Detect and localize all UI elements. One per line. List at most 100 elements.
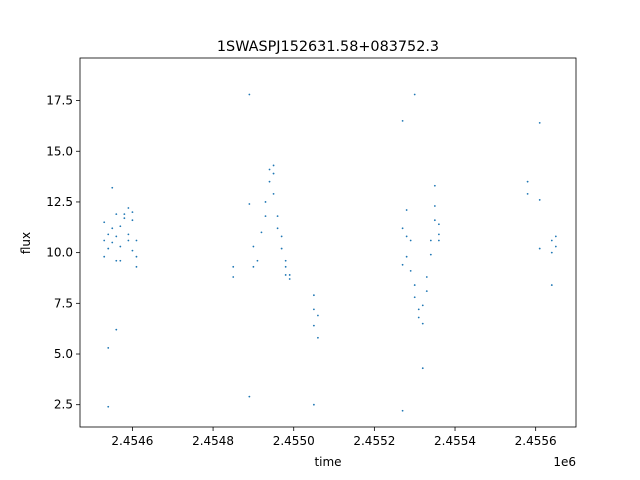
data-point-46 [280, 235, 283, 238]
data-point-44 [276, 215, 279, 218]
data-point-89 [538, 247, 541, 250]
data-point-10 [115, 235, 118, 238]
data-point-22 [131, 219, 134, 222]
data-point-50 [284, 274, 287, 276]
data-point-94 [554, 235, 557, 238]
data-point-91 [550, 239, 553, 242]
data-point-12 [115, 259, 118, 262]
data-point-17 [123, 217, 126, 220]
data-point-45 [276, 227, 279, 230]
data-point-60 [401, 227, 404, 230]
data-point-1 [103, 221, 106, 224]
data-point-95 [554, 245, 557, 248]
x-axis-label: time [314, 455, 341, 469]
y-tick-label: 17.5 [46, 94, 73, 108]
data-point-3 [107, 233, 110, 236]
data-point-72 [417, 316, 420, 319]
data-point-5 [107, 347, 110, 349]
data-point-29 [232, 276, 235, 278]
data-point-39 [268, 180, 271, 183]
data-point-69 [413, 296, 416, 299]
data-point-58 [317, 336, 319, 339]
data-point-70 [413, 93, 416, 96]
data-point-42 [272, 172, 275, 175]
data-point-23 [131, 211, 134, 213]
data-point-86 [526, 180, 529, 183]
data-point-54 [312, 308, 315, 311]
data-point-40 [268, 168, 271, 171]
x-tick-label: 2.4546 [111, 434, 153, 448]
data-point-92 [550, 251, 553, 254]
data-point-37 [264, 201, 267, 203]
data-point-81 [433, 205, 436, 207]
data-point-62 [401, 409, 404, 412]
data-point-34 [252, 245, 255, 248]
data-point-63 [405, 209, 408, 211]
data-point-9 [111, 186, 114, 189]
data-point-52 [288, 274, 291, 276]
data-point-79 [429, 239, 432, 242]
data-point-36 [260, 231, 263, 234]
y-tick-label: 2.5 [54, 398, 73, 412]
data-point-41 [272, 164, 275, 167]
data-point-7 [111, 227, 114, 230]
data-point-18 [123, 213, 126, 216]
data-point-2 [103, 255, 106, 258]
data-point-4 [107, 247, 110, 250]
data-point-64 [405, 235, 408, 238]
data-point-31 [248, 93, 251, 96]
data-point-57 [317, 314, 319, 317]
data-point-25 [135, 239, 138, 242]
y-axis-label: flux [19, 232, 33, 254]
data-point-78 [429, 253, 432, 256]
y-tick-label: 12.5 [46, 195, 73, 209]
chart-title: 1SWASPJ152631.58+083752.3 [217, 39, 439, 55]
data-point-84 [437, 233, 440, 236]
data-point-27 [135, 255, 138, 258]
data-point-67 [409, 269, 412, 272]
data-point-48 [284, 259, 287, 262]
data-point-93 [550, 284, 553, 286]
data-point-43 [272, 192, 275, 195]
data-point-28 [232, 265, 235, 268]
data-point-61 [401, 119, 404, 122]
plot-frame [79, 57, 577, 428]
data-point-32 [248, 395, 251, 398]
x-tick-label: 2.4552 [353, 434, 395, 448]
data-point-68 [413, 284, 416, 286]
data-point-71 [417, 308, 420, 311]
y-axis: 2.5 5.0 7.5 10.0 12.5 15.0 17.5 [46, 94, 80, 412]
x-axis-offset-label: 1e6 [553, 455, 576, 469]
data-point-26 [135, 265, 138, 268]
data-point-15 [119, 259, 122, 262]
y-tick-label: 5.0 [54, 347, 73, 361]
data-point-80 [433, 219, 436, 222]
data-point-88 [538, 121, 541, 124]
data-point-33 [252, 265, 255, 268]
x-tick-label: 2.4550 [273, 434, 315, 448]
data-point-77 [425, 276, 428, 278]
data-point-20 [127, 233, 130, 236]
data-point-82 [433, 184, 436, 187]
data-points [103, 93, 557, 412]
data-point-85 [437, 239, 440, 242]
data-point-51 [288, 278, 291, 280]
data-point-30 [248, 203, 251, 205]
x-tick-label: 2.4548 [192, 434, 234, 448]
data-point-8 [111, 241, 114, 244]
data-point-74 [421, 304, 424, 307]
data-point-83 [437, 223, 440, 226]
x-tick-label: 2.4556 [515, 434, 557, 448]
data-point-65 [405, 255, 408, 258]
data-point-19 [127, 239, 130, 242]
data-point-75 [421, 367, 424, 370]
data-point-13 [115, 328, 118, 331]
data-point-56 [312, 403, 315, 406]
data-point-21 [127, 207, 130, 209]
data-point-87 [526, 192, 529, 195]
data-point-14 [119, 245, 122, 248]
data-point-6 [107, 405, 110, 408]
data-point-16 [119, 225, 122, 228]
